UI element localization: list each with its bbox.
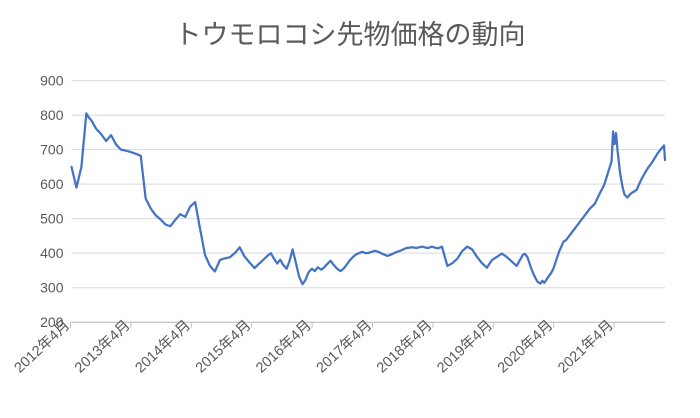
svg-text:300: 300 bbox=[40, 280, 64, 296]
svg-text:900: 900 bbox=[40, 73, 64, 89]
svg-text:2017年4月: 2017年4月 bbox=[313, 317, 375, 377]
svg-text:700: 700 bbox=[40, 142, 64, 158]
svg-text:2021年4月: 2021年4月 bbox=[555, 317, 617, 377]
svg-text:600: 600 bbox=[40, 176, 64, 192]
svg-text:400: 400 bbox=[40, 245, 64, 261]
svg-text:2018年4月: 2018年4月 bbox=[373, 317, 435, 377]
svg-text:2016年4月: 2016年4月 bbox=[253, 317, 315, 377]
svg-text:2019年4月: 2019年4月 bbox=[434, 317, 496, 377]
svg-text:2013年4月: 2013年4月 bbox=[71, 317, 133, 377]
svg-text:2015年4月: 2015年4月 bbox=[192, 317, 254, 377]
svg-text:800: 800 bbox=[40, 107, 64, 123]
svg-text:2020年4月: 2020年4月 bbox=[494, 317, 556, 377]
svg-text:2014年4月: 2014年4月 bbox=[132, 317, 194, 377]
svg-text:500: 500 bbox=[40, 211, 64, 227]
